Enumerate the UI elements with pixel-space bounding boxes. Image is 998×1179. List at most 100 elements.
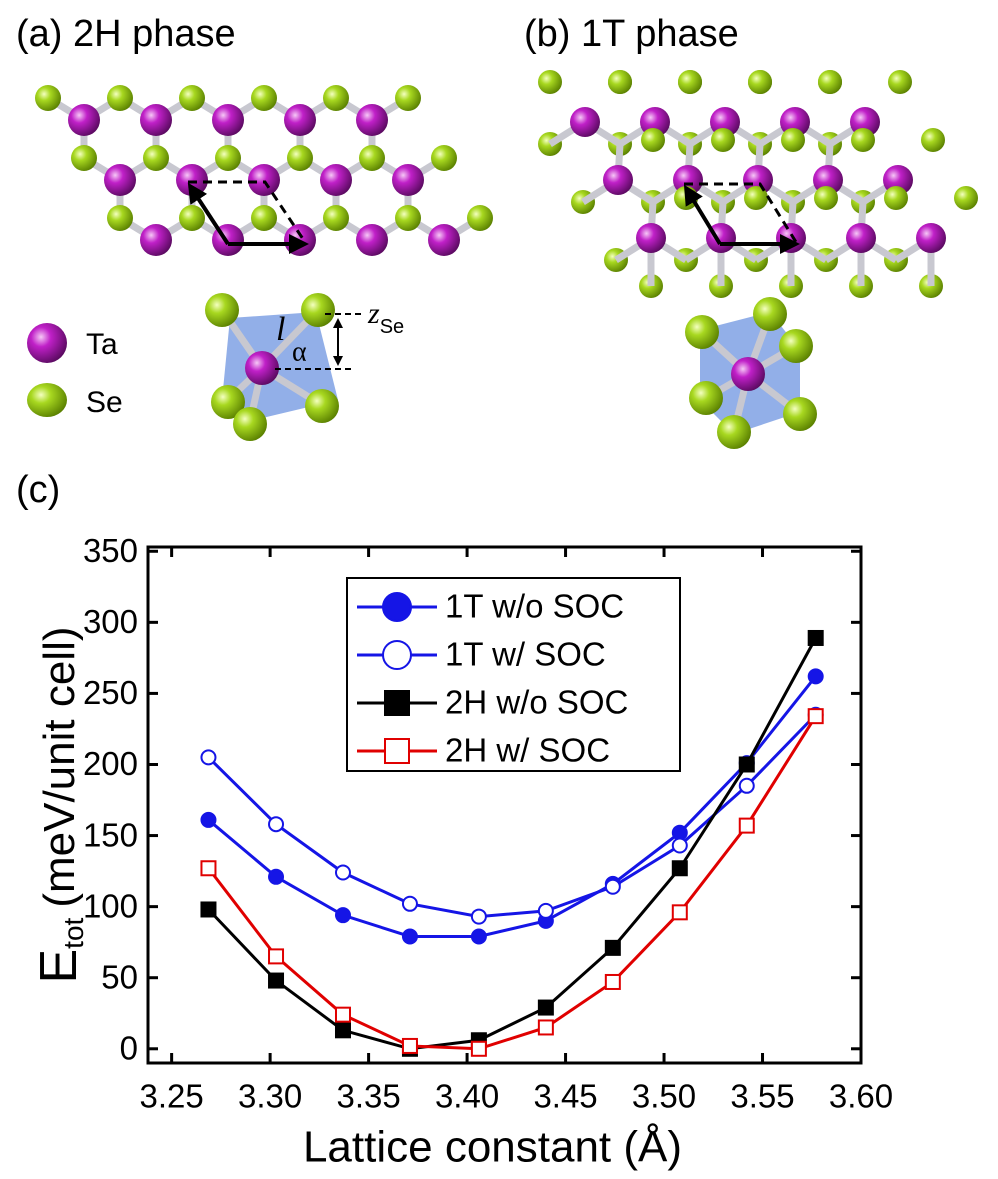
- marker: [604, 973, 621, 990]
- marker: [604, 939, 621, 956]
- ta-atom: [104, 164, 136, 196]
- bond-label: l: [276, 311, 285, 348]
- se-atom: [323, 85, 349, 111]
- se-atom: [35, 85, 61, 111]
- se-atom: [851, 128, 875, 152]
- marker: [470, 1040, 487, 1057]
- se-atom: [205, 293, 239, 327]
- chart: 0 50 100 150 200 250 300 350 3.25 3.30 3.35 3.40 3.4…: [30, 532, 893, 1172]
- se-atom: [395, 205, 421, 231]
- marker: [807, 668, 824, 685]
- marker: [334, 1006, 351, 1023]
- plot-frame: [146, 545, 863, 1065]
- marker: [334, 864, 351, 881]
- panel-label: (a) 2H phase: [16, 13, 236, 55]
- marker: [268, 972, 285, 989]
- ta-atom: [284, 224, 316, 256]
- ta-atom: [776, 223, 806, 253]
- se-atom: [143, 145, 169, 171]
- se-atom: [814, 186, 838, 210]
- x-tick-label: 3.25: [140, 1078, 204, 1115]
- se-atom: [608, 70, 632, 94]
- z-label: zSe: [367, 297, 404, 338]
- z-main: z: [367, 297, 380, 330]
- marker: [200, 860, 217, 877]
- marker: [470, 928, 487, 945]
- se-atom: [323, 205, 349, 231]
- marker: [401, 895, 418, 912]
- se-atom: [215, 145, 241, 171]
- ta-atom: [356, 104, 388, 136]
- se-atom: [717, 415, 751, 449]
- angle-label: α: [292, 336, 307, 367]
- se-atom: [884, 186, 908, 210]
- marker: [384, 738, 410, 764]
- se-atom: [301, 293, 335, 327]
- marker: [200, 901, 217, 918]
- x-tick-label: 3.60: [829, 1078, 893, 1115]
- y-tick-label: 300: [83, 603, 138, 640]
- se-atom: [783, 397, 817, 431]
- se-atom: [71, 145, 97, 171]
- se-atom: [179, 205, 205, 231]
- ta-atom: [846, 223, 876, 253]
- panel-label: (b) 1T phase: [524, 13, 739, 55]
- ta-atom: [916, 223, 946, 253]
- se-atom: [748, 70, 772, 94]
- ta-atom: [245, 351, 279, 385]
- se-atom: [359, 145, 385, 171]
- se-atom: [107, 85, 133, 111]
- marker: [200, 749, 217, 766]
- se-atom: [211, 385, 245, 419]
- ta-atom: [320, 164, 352, 196]
- x-tick-label: 3.40: [435, 1078, 499, 1115]
- se-atom: [921, 128, 945, 152]
- marker: [604, 878, 621, 895]
- se-atom: [779, 329, 813, 363]
- atom-label: Se: [86, 386, 123, 419]
- lattice-vector: [187, 182, 230, 246]
- marker: [401, 1037, 418, 1054]
- se-atom: [744, 186, 768, 210]
- ta-atom: [68, 104, 100, 136]
- marker: [738, 817, 755, 834]
- se-atom: [251, 205, 277, 231]
- marker: [470, 908, 487, 925]
- se-atom: [287, 145, 313, 171]
- ta-atom: [428, 224, 460, 256]
- y-tick-label: 50: [101, 958, 138, 995]
- marker: [671, 860, 688, 877]
- structures: [35, 70, 978, 449]
- marker: [268, 816, 285, 833]
- legend-label: 2H w/o SOC: [445, 684, 628, 721]
- marker: [671, 904, 688, 921]
- ta-atom: [284, 104, 316, 136]
- se-atom: [678, 70, 702, 94]
- marker: [537, 1019, 554, 1036]
- marker: [382, 640, 412, 670]
- marker: [807, 708, 824, 725]
- y-tick-label: 0: [120, 1030, 138, 1067]
- ta-atom: [570, 107, 600, 137]
- y-label-rest: (meV/unit cell): [35, 626, 84, 907]
- y-label-main: E: [30, 949, 88, 984]
- ta-atom: [731, 357, 765, 391]
- se-atom: [781, 128, 805, 152]
- se-atom: [107, 205, 133, 231]
- marker: [268, 948, 285, 965]
- marker: [382, 592, 412, 622]
- ta-atom: [248, 164, 280, 196]
- marker: [384, 690, 410, 716]
- marker: [537, 902, 554, 919]
- y-label-sub: tot: [58, 917, 89, 948]
- se-atom: [395, 85, 421, 111]
- x-tick-label: 3.50: [632, 1078, 696, 1115]
- marker: [200, 811, 217, 828]
- ta-atom: [140, 104, 172, 136]
- ta-legend-atom: [27, 323, 67, 363]
- series-line: [207, 715, 817, 1051]
- y-tick-label: 200: [83, 745, 138, 782]
- marker: [334, 1022, 351, 1039]
- marker: [334, 907, 351, 924]
